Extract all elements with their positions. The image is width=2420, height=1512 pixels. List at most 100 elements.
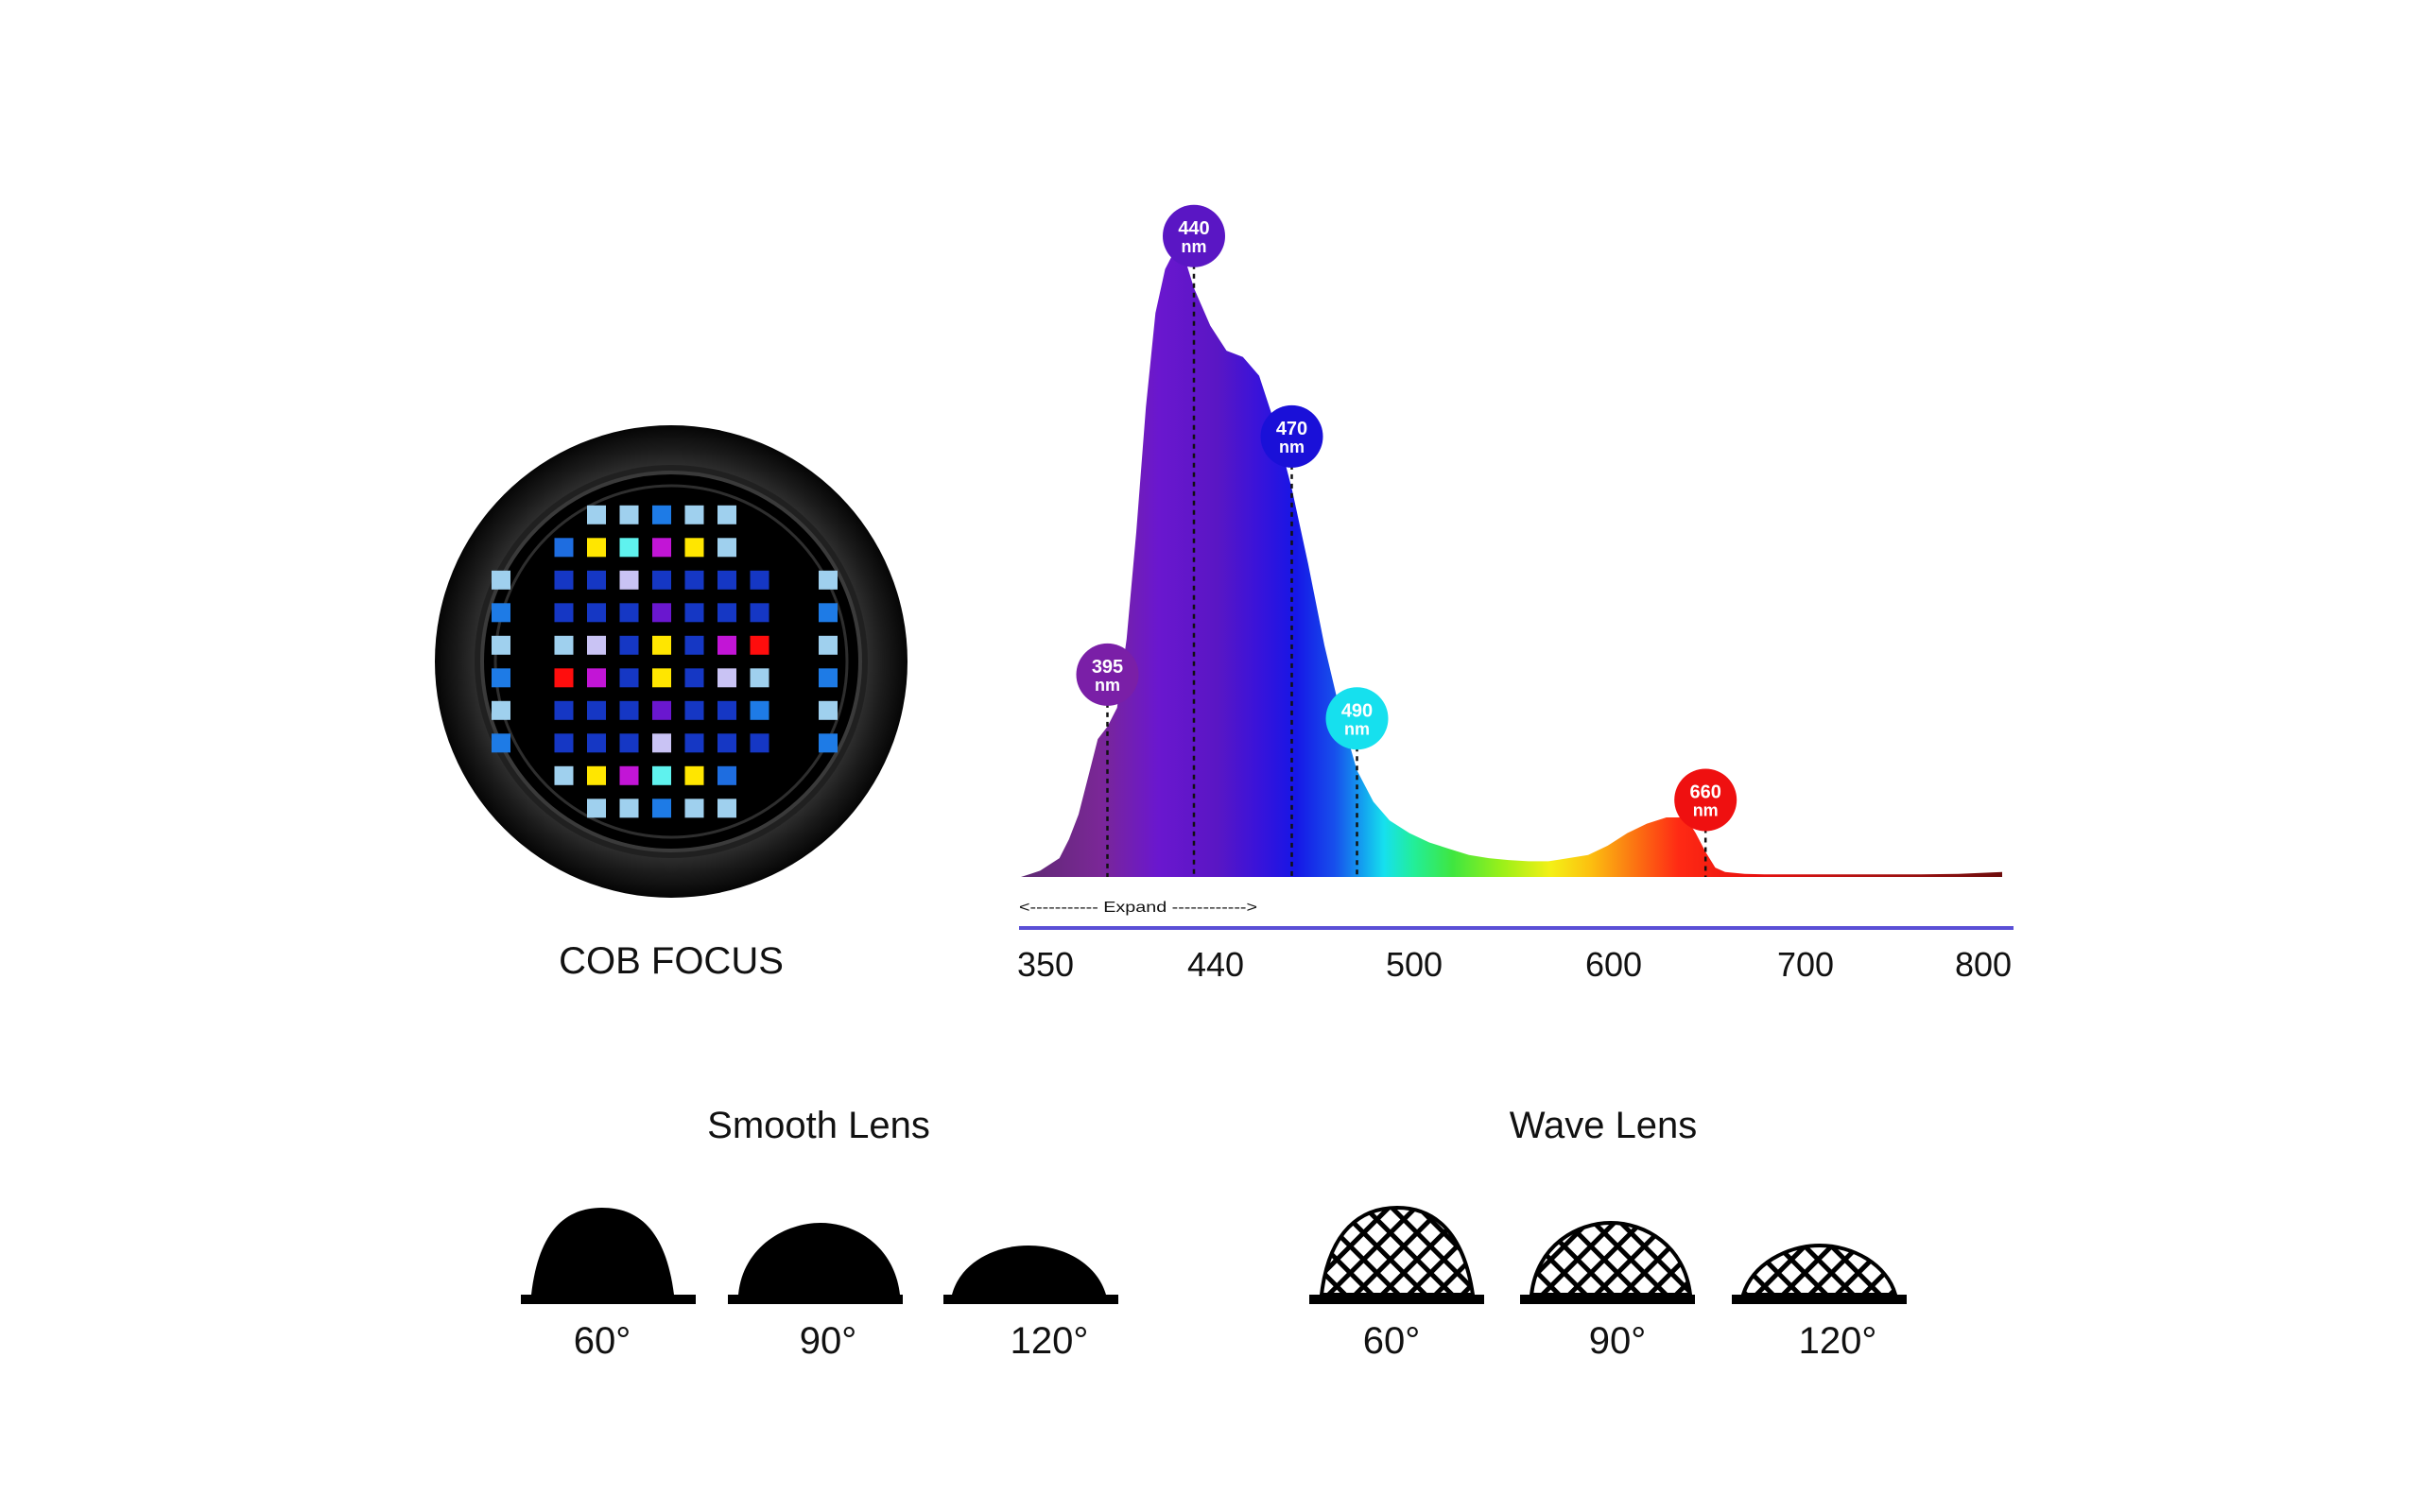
led-chip [750, 700, 769, 720]
cob-emitter [435, 425, 908, 898]
cob-label: COB FOCUS [559, 940, 784, 982]
led-chip [652, 799, 671, 818]
led-chip-side [492, 570, 510, 590]
led-chip [717, 668, 736, 688]
smooth-base-120 [943, 1295, 1118, 1304]
led-chip [587, 570, 606, 590]
smooth-angle-60: 60° [574, 1320, 631, 1362]
led-chip-side [819, 570, 838, 590]
led-chip [619, 765, 639, 785]
led-chip-side [819, 700, 838, 720]
peak-unit: nm [1095, 676, 1120, 695]
wave-dome-60 [1319, 1205, 1476, 1297]
led-chip [619, 505, 639, 524]
cob-led-chips [492, 505, 838, 818]
led-chip-side [819, 668, 838, 688]
peak-unit: nm [1182, 237, 1207, 256]
led-chip [717, 700, 736, 720]
led-chip [684, 700, 704, 720]
spectrum-area [1021, 250, 2002, 877]
wave-base-120 [1732, 1295, 1907, 1304]
led-chip [619, 538, 639, 558]
led-chip [554, 570, 574, 590]
led-chip [652, 733, 671, 753]
wave-angle-120: 120° [1799, 1320, 1877, 1362]
led-chip [717, 733, 736, 753]
led-chip [717, 603, 736, 623]
smooth-dome-60 [531, 1208, 674, 1295]
led-chip [554, 700, 574, 720]
peak-unit: nm [1279, 438, 1305, 456]
led-chip [652, 538, 671, 558]
led-chip [619, 668, 639, 688]
peak-value: 395 [1092, 657, 1123, 678]
led-chip [717, 538, 736, 558]
led-chip [554, 538, 574, 558]
wave-lens-60 [1309, 1205, 1484, 1304]
led-chip [554, 635, 574, 655]
led-chip-side [492, 668, 510, 688]
led-chip [554, 765, 574, 785]
led-chip [717, 799, 736, 818]
x-tick-label: 700 [1777, 945, 1834, 984]
peak-badge [1325, 687, 1389, 750]
led-chip [587, 700, 606, 720]
led-chip [619, 635, 639, 655]
wave-lens-title: Wave Lens [1510, 1105, 1698, 1146]
smooth-lens-title: Smooth Lens [707, 1105, 930, 1146]
led-chip [587, 668, 606, 688]
led-chip-side [819, 733, 838, 753]
smooth-angle-120: 120° [1011, 1320, 1089, 1362]
led-chip [684, 538, 704, 558]
x-tick-label: 440 [1187, 945, 1244, 984]
peak-badge [1260, 404, 1323, 468]
peak-badge [1163, 204, 1225, 267]
led-chip [652, 635, 671, 655]
wave-dome-120 [1740, 1243, 1898, 1297]
led-chip [684, 765, 704, 785]
peak-badge [1076, 643, 1139, 706]
led-chip [750, 570, 769, 590]
x-tick-label: 600 [1585, 945, 1642, 984]
led-chip [587, 505, 606, 524]
peak-unit: nm [1693, 801, 1719, 820]
smooth-base-60 [521, 1295, 696, 1304]
led-chip [587, 733, 606, 753]
led-chip [619, 799, 639, 818]
led-chip [619, 733, 639, 753]
peak-value: 470 [1276, 419, 1307, 439]
led-chip [684, 733, 704, 753]
wave-dome-90 [1529, 1220, 1693, 1297]
led-chip-side [819, 635, 838, 655]
smooth-angle-90: 90° [800, 1320, 857, 1362]
x-tick-label: 800 [1955, 945, 2012, 984]
led-chip [587, 603, 606, 623]
smooth-lens-90 [728, 1223, 903, 1304]
smooth-base-90 [728, 1295, 903, 1304]
x-tick-label: 350 [1017, 945, 1074, 984]
led-chip [554, 733, 574, 753]
led-chip-side [492, 733, 510, 753]
led-chip [587, 538, 606, 558]
led-chip [684, 799, 704, 818]
led-chip [652, 765, 671, 785]
smooth-lens-60 [521, 1208, 696, 1304]
led-chip [717, 505, 736, 524]
led-chip [619, 570, 639, 590]
led-chip [587, 635, 606, 655]
peak-unit: nm [1344, 719, 1370, 738]
led-chip [619, 603, 639, 623]
led-chip [619, 700, 639, 720]
led-chip [684, 635, 704, 655]
peak-value: 660 [1690, 782, 1721, 803]
wave-angle-90: 90° [1589, 1320, 1647, 1362]
led-chip-side [492, 603, 510, 623]
led-chip [652, 505, 671, 524]
